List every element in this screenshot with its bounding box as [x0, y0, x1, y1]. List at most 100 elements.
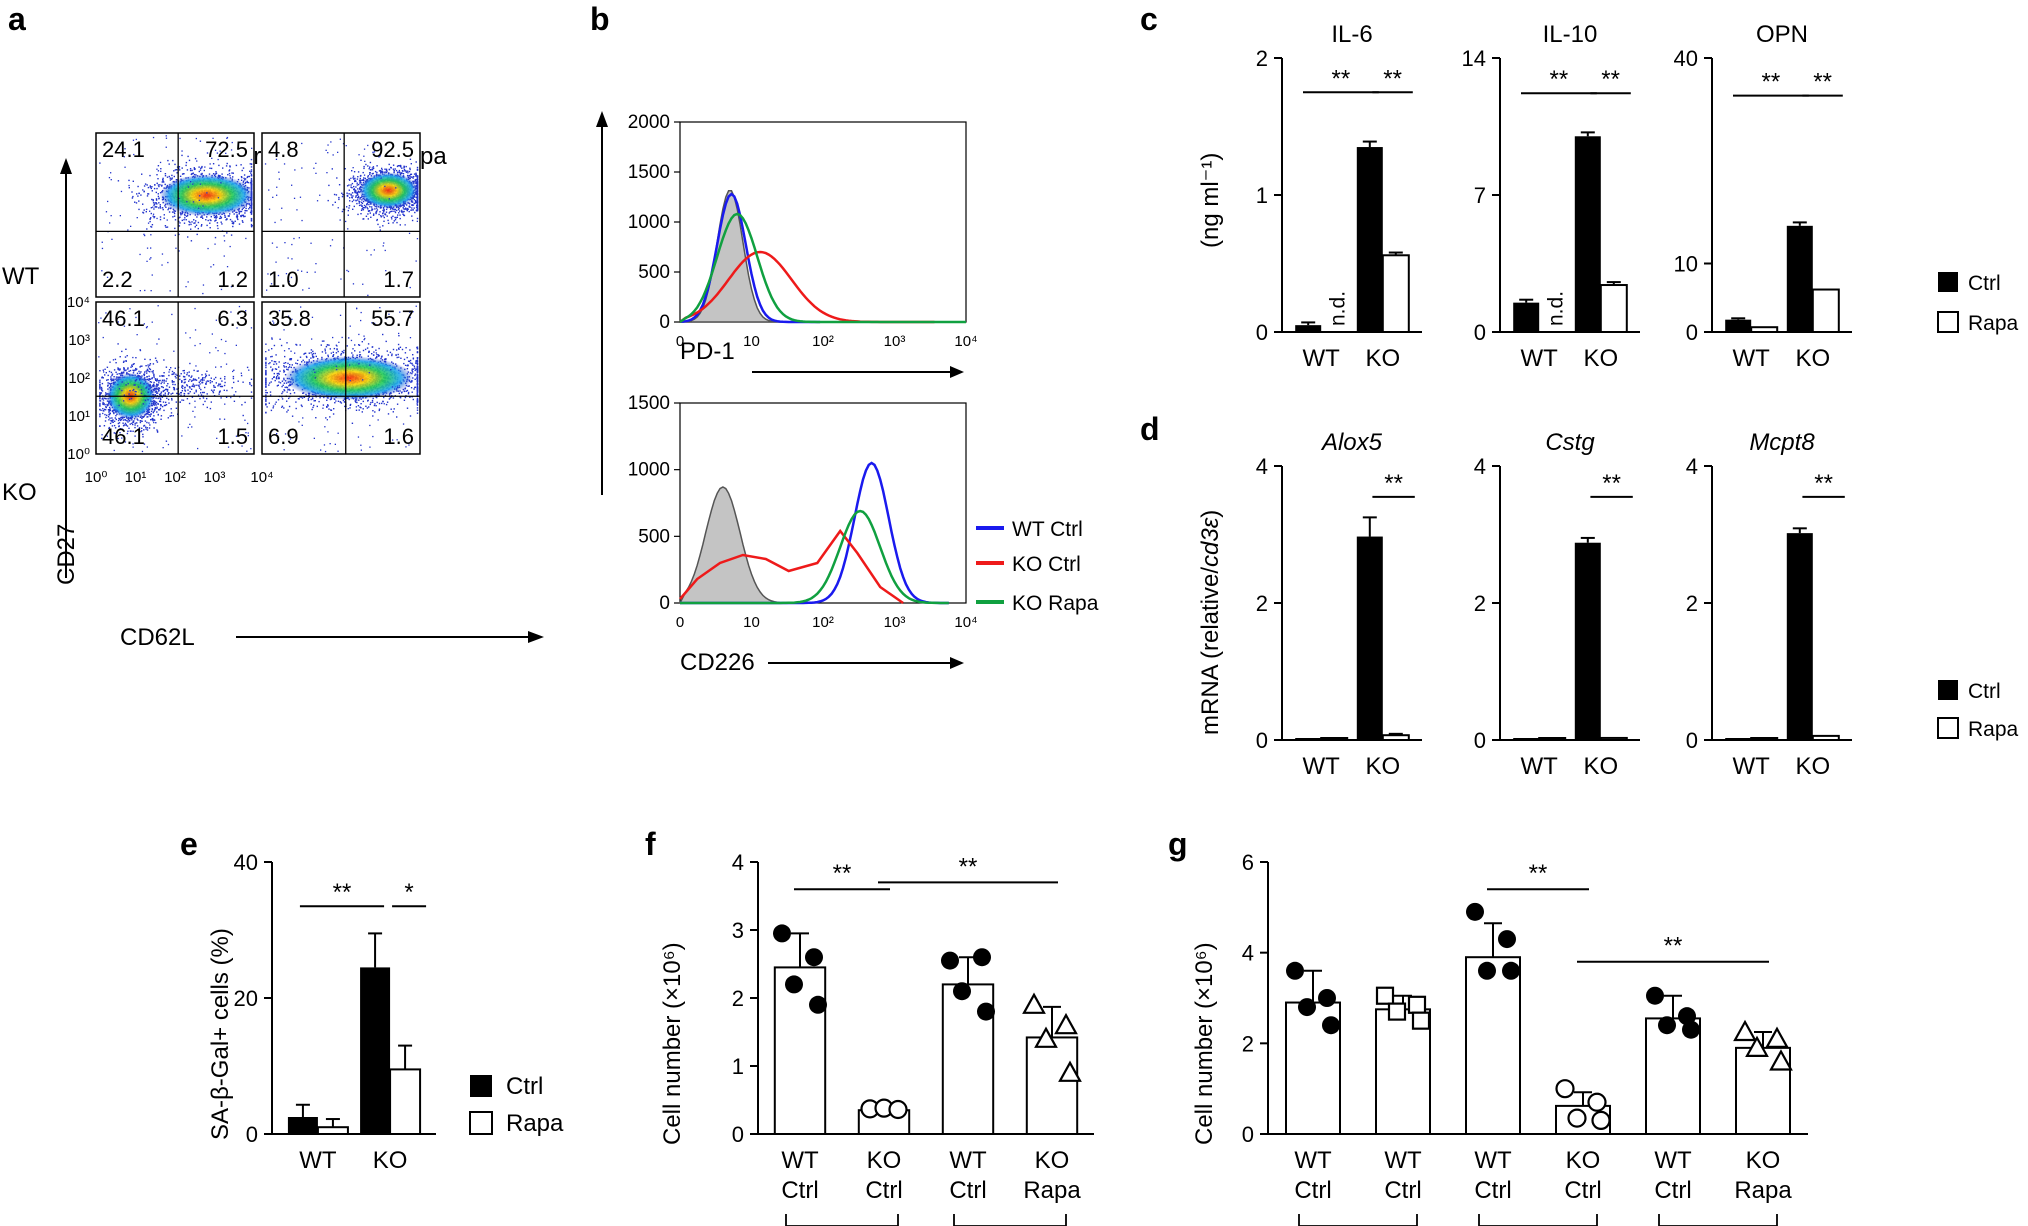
dotplot-event — [174, 163, 176, 166]
dotplot-event — [159, 393, 161, 396]
dotplot-event — [416, 186, 419, 188]
dotplot-event — [162, 180, 164, 182]
dotplot-event — [161, 253, 164, 255]
dotplot-event — [408, 175, 411, 177]
dotplot-event — [394, 208, 396, 211]
dotplot-event — [241, 220, 244, 222]
dotplot-event — [350, 193, 352, 195]
dotplot-event — [271, 242, 274, 244]
dotplot-event — [379, 226, 381, 228]
dotplot-event — [101, 247, 104, 250]
dotplot-event — [215, 172, 218, 175]
dotplot-event — [137, 428, 139, 431]
dotplot-event — [145, 387, 147, 389]
dotplot-event — [179, 401, 181, 403]
dotplot-event — [366, 206, 368, 209]
dotplot-event — [363, 204, 366, 207]
dotplot-event — [143, 233, 145, 235]
dotplot-event — [372, 151, 374, 154]
dotplot-event — [181, 380, 183, 382]
dotplot-event — [173, 381, 175, 383]
dotplot-event — [193, 386, 195, 388]
dotplot-event — [191, 375, 193, 377]
dotplot-event — [218, 383, 220, 385]
dotplot-event — [164, 198, 167, 201]
dotplot-event — [306, 271, 308, 273]
dotplot-event — [349, 179, 351, 181]
dotplot-event — [129, 390, 131, 392]
dotplot-event — [363, 218, 365, 220]
dotplot-event — [102, 377, 104, 379]
dotplot-event — [192, 383, 194, 385]
dotplot-event — [395, 187, 397, 189]
quadrant-ur: 72.5 — [205, 137, 248, 162]
dotplot-event — [355, 199, 357, 202]
dotplot-event — [143, 374, 145, 377]
dotplot-event — [200, 225, 203, 227]
dotplot-event — [136, 368, 138, 370]
row-title-wt: WT — [2, 263, 40, 290]
dotplot-event — [200, 394, 203, 396]
dotplot-event — [149, 210, 151, 212]
dotplot-event — [171, 178, 173, 180]
dotplot-event — [121, 381, 123, 383]
dotplot-event — [201, 172, 203, 175]
dotplot-event — [250, 208, 253, 210]
dotplot-event — [169, 177, 171, 179]
dotplot-event — [367, 175, 369, 177]
dotplot-event — [132, 430, 134, 432]
dotplot-event — [181, 386, 183, 388]
dotplot-event — [195, 220, 197, 222]
dotplot-event — [210, 389, 213, 391]
dotplot-event — [347, 270, 350, 273]
dotplot-event — [366, 249, 368, 252]
dotplot-event — [198, 385, 200, 388]
dotplot-event — [250, 378, 253, 380]
dotplot-event — [123, 367, 125, 369]
dotplot-event — [356, 192, 358, 195]
dotplot-event — [154, 406, 156, 409]
dotplot-event — [379, 155, 381, 157]
dotplot-event — [189, 386, 191, 388]
dotplot-event — [191, 169, 193, 172]
dotplot-event — [243, 180, 245, 182]
dotplot-event — [409, 203, 411, 205]
dotplot-event — [204, 166, 206, 168]
dotplot-event — [229, 165, 231, 167]
dotplot-event — [152, 215, 154, 217]
dotplot-event — [119, 215, 121, 217]
dotplot-event — [416, 203, 419, 206]
dotplot-event — [355, 195, 357, 197]
dotplot-event — [250, 183, 253, 185]
dotplot-event — [101, 241, 103, 243]
dotplot-event — [195, 391, 197, 393]
dotplot-event — [250, 223, 253, 226]
dotplot-event — [228, 169, 231, 171]
dotplot-event — [335, 194, 338, 196]
dotplot-event — [250, 187, 253, 190]
dotplot-event — [356, 182, 358, 184]
dotplot-event — [364, 177, 366, 180]
dotplot-event — [188, 159, 191, 162]
dotplot-event — [129, 423, 131, 425]
dotplot-event — [196, 370, 198, 372]
dotplot-event — [164, 173, 167, 175]
dotplot-event — [181, 173, 184, 175]
dotplot-event — [106, 405, 109, 407]
dotplot-event — [153, 204, 155, 206]
dotplot-event — [165, 404, 168, 406]
dotplot-event — [137, 195, 139, 197]
dotplot-event — [138, 370, 140, 373]
dotplot-event — [171, 380, 173, 382]
dotplot-event — [154, 385, 156, 387]
dotplot-event — [416, 205, 419, 208]
dotplot-event — [250, 219, 253, 222]
dotplot-event — [216, 225, 219, 227]
dotplot-event — [350, 177, 352, 179]
dotplot-event — [242, 381, 244, 383]
dotplot-event — [230, 149, 233, 151]
dotplot-event — [217, 227, 219, 230]
dotplot-event — [403, 165, 405, 167]
dotplot-event — [233, 400, 236, 402]
dotplot-event — [207, 380, 210, 382]
